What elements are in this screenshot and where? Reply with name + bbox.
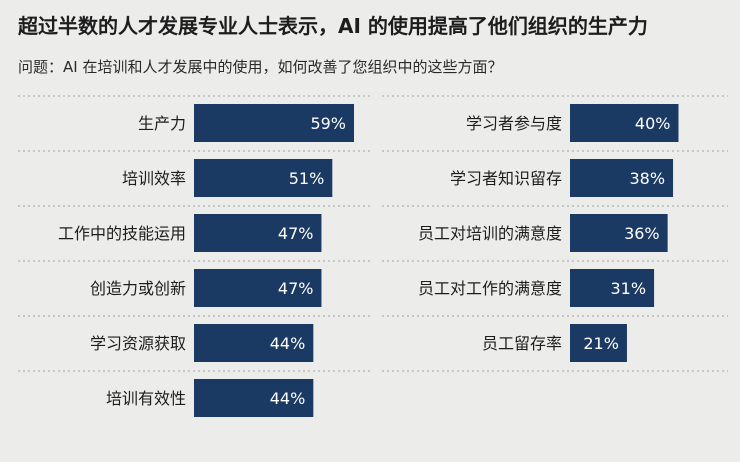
value-label: 47% xyxy=(278,224,314,243)
bar xyxy=(194,379,314,417)
bar-group-1: 生产力 59% 培训效率 51% 工作中的技能运用 47% 创造力或创新 47% 学习资源获取 4… xyxy=(18,95,370,417)
category-label: 员工对工作的满意度 xyxy=(418,279,562,298)
value-label: 44% xyxy=(270,389,306,408)
value-label: 47% xyxy=(278,279,314,298)
value-label: 59% xyxy=(310,114,346,133)
chart-title: 超过半数的人才发展专业人士表示，AI 的使用提高了他们组织的生产力 xyxy=(18,14,648,38)
category-label: 员工留存率 xyxy=(482,334,562,353)
category-label: 生产力 xyxy=(138,114,186,133)
value-label: 38% xyxy=(629,169,665,188)
bar xyxy=(570,214,668,252)
bar xyxy=(194,269,322,307)
value-label: 31% xyxy=(611,279,647,298)
chart-subtitle: 问题：AI 在培训和人才发展中的使用，如何改善了您组织中的这些方面？ xyxy=(18,58,503,76)
bar xyxy=(194,324,314,362)
category-label: 员工对培训的满意度 xyxy=(418,224,562,243)
category-label: 培训有效性 xyxy=(106,389,186,408)
bar xyxy=(194,214,322,252)
value-label: 44% xyxy=(270,334,306,353)
value-label: 51% xyxy=(289,169,325,188)
bar-group-2: 学习者参与度 40% 学习者知识留存 38% 员工对培训的满意度 36% 员工对工作的满意度… xyxy=(382,95,728,372)
value-label: 40% xyxy=(635,114,671,133)
bar xyxy=(194,104,354,142)
bar xyxy=(570,159,674,197)
category-label: 学习者参与度 xyxy=(466,114,562,133)
value-label: 21% xyxy=(583,334,619,353)
bar xyxy=(570,269,655,307)
value-label: 36% xyxy=(624,224,660,243)
category-label: 工作中的技能运用 xyxy=(58,224,186,243)
bar xyxy=(570,324,627,362)
category-label: 培训效率 xyxy=(122,169,186,188)
category-label: 学习资源获取 xyxy=(90,334,186,353)
bar xyxy=(570,104,679,142)
bar xyxy=(194,159,333,197)
category-label: 学习者知识留存 xyxy=(450,169,562,188)
category-label: 创造力或创新 xyxy=(90,279,186,298)
